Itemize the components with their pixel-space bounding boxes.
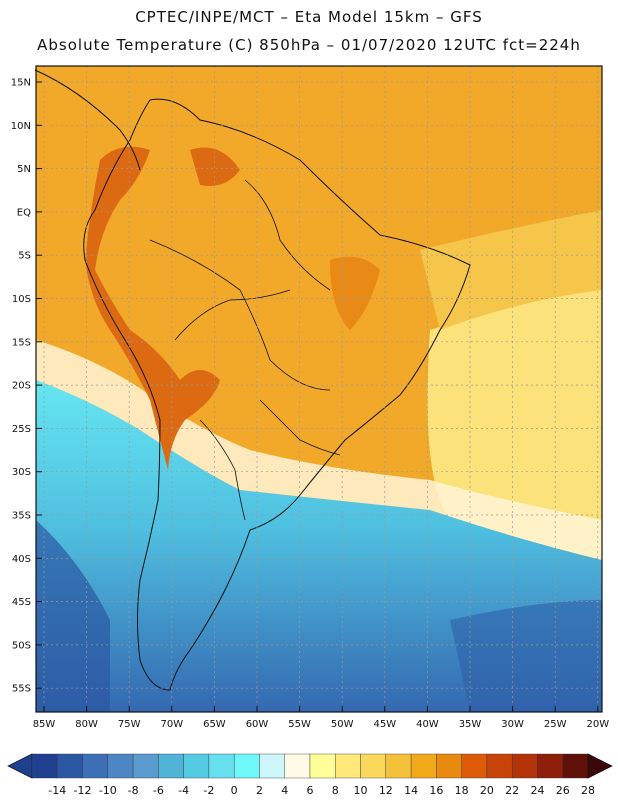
colorbar-swatch bbox=[259, 753, 285, 779]
lat-label: 5N bbox=[17, 164, 31, 175]
field-deep-blue-se bbox=[450, 600, 602, 712]
colorbar-swatch bbox=[208, 753, 235, 779]
colorbar-swatch bbox=[511, 753, 538, 779]
map-subtitle: Absolute Temperature (C) 850hPa – 01/07/… bbox=[37, 36, 581, 54]
lon-label: 25W bbox=[544, 719, 567, 730]
colorbar-swatch bbox=[360, 753, 387, 779]
colorbar-label: -2 bbox=[203, 784, 214, 797]
lat-label: 35S bbox=[12, 511, 31, 522]
colorbar-label: 22 bbox=[505, 784, 519, 797]
colorbar-swatch bbox=[57, 753, 83, 779]
lat-label: 10S bbox=[12, 294, 31, 305]
colorbar-label: 0 bbox=[231, 784, 238, 797]
colorbar-label: 12 bbox=[379, 784, 393, 797]
lat-label: 25S bbox=[12, 424, 31, 435]
lon-label: 75W bbox=[118, 719, 141, 730]
lat-label: 50S bbox=[12, 640, 31, 651]
colorbar-swatch bbox=[436, 753, 462, 779]
colorbar: -14 -12 -10 -8 -6 -4 -2 0 2 4 6 8 10 12 14 16 18 20 22 24 26… bbox=[7, 753, 613, 797]
colorbar-label: 18 bbox=[455, 784, 469, 797]
colorbar-swatch bbox=[309, 753, 336, 779]
field-yellow-east bbox=[427, 280, 602, 560]
lat-label: 5S bbox=[18, 251, 31, 262]
lon-label: 60W bbox=[246, 719, 269, 730]
south-america-outline bbox=[83, 98, 471, 691]
colorbar-swatch bbox=[385, 753, 412, 779]
colorbar-label: -14 bbox=[48, 784, 66, 797]
colorbar-swatch bbox=[233, 753, 260, 779]
colorbar-swatch bbox=[132, 753, 159, 779]
colorbar-swatch bbox=[410, 753, 437, 779]
lat-label: EQ bbox=[17, 207, 31, 218]
latitude-labels: 15N 10N 5N EQ 5S 10S 15S 20S 25S 30S 35S 40S 45S 50S 5… bbox=[11, 78, 42, 695]
colorbar-swatch bbox=[107, 753, 134, 779]
colorbar-label: 28 bbox=[581, 784, 595, 797]
colorbar-label: -8 bbox=[128, 784, 139, 797]
colorbar-label: -6 bbox=[153, 784, 164, 797]
colorbar-label: 16 bbox=[429, 784, 443, 797]
colorbar-label: 6 bbox=[307, 784, 314, 797]
field-hot-venezuela bbox=[190, 147, 240, 186]
lon-label: 85W bbox=[33, 719, 56, 730]
colorbar-right-arrow bbox=[587, 753, 613, 779]
country-border-2 bbox=[174, 289, 291, 341]
lat-label: 10N bbox=[11, 121, 31, 132]
country-border-5 bbox=[199, 419, 246, 521]
lat-label: 15N bbox=[11, 78, 31, 89]
colorbar-swatch bbox=[461, 753, 488, 779]
field-deep-blue-sw bbox=[36, 520, 110, 712]
colorbar-label: -12 bbox=[74, 784, 92, 797]
country-border-4 bbox=[259, 399, 341, 456]
colorbar-label: -4 bbox=[178, 784, 189, 797]
colorbar-label: 24 bbox=[530, 784, 544, 797]
colorbar-swatch bbox=[486, 753, 513, 779]
field-gold-east bbox=[420, 210, 602, 330]
country-border-1 bbox=[149, 239, 331, 391]
colorbar-swatch bbox=[562, 753, 589, 779]
lat-label: 40S bbox=[12, 554, 31, 565]
colorbar-label: 2 bbox=[256, 784, 263, 797]
lat-label: 20S bbox=[12, 381, 31, 392]
field-hot-andes bbox=[85, 146, 220, 470]
colorbar-label: 14 bbox=[404, 784, 418, 797]
colorbar-swatch bbox=[183, 753, 210, 779]
lat-label: 45S bbox=[12, 597, 31, 608]
lon-label: 55W bbox=[288, 719, 311, 730]
lat-label: 55S bbox=[12, 684, 31, 695]
colorbar-label: 26 bbox=[556, 784, 570, 797]
lon-label: 30W bbox=[501, 719, 524, 730]
lon-label: 65W bbox=[203, 719, 226, 730]
colorbar-label: 20 bbox=[480, 784, 494, 797]
colorbar-swatch bbox=[82, 753, 109, 779]
country-border-3 bbox=[244, 179, 331, 291]
colorbar-label: 4 bbox=[281, 784, 288, 797]
lon-label: 45W bbox=[373, 719, 396, 730]
lon-label: 80W bbox=[75, 719, 98, 730]
longitude-labels: 85W 80W 75W 70W 65W 60W 55W 50W 45W 40W 35W 30W 25W 2… bbox=[33, 706, 609, 730]
colorbar-swatch bbox=[158, 753, 184, 779]
temperature-field bbox=[36, 66, 602, 712]
colorbar-swatch bbox=[335, 753, 361, 779]
lat-label: 30S bbox=[12, 467, 31, 478]
lon-label: 70W bbox=[160, 719, 183, 730]
graticule bbox=[36, 66, 602, 712]
lon-label: 20W bbox=[586, 719, 609, 730]
map-frame bbox=[35, 65, 603, 713]
colorbar-label: -10 bbox=[99, 784, 117, 797]
lat-label: 15S bbox=[12, 337, 31, 348]
colorbar-swatch bbox=[284, 753, 311, 779]
colorbar-left-arrow bbox=[7, 753, 33, 779]
colorbar-label: 10 bbox=[354, 784, 368, 797]
lon-label: 40W bbox=[416, 719, 439, 730]
lon-label: 50W bbox=[331, 719, 354, 730]
map-title: CPTEC/INPE/MCT – Eta Model 15km – GFS bbox=[135, 8, 483, 26]
field-pale-band bbox=[36, 340, 602, 560]
lon-label: 35W bbox=[459, 719, 482, 730]
colorbar-label: 8 bbox=[332, 784, 339, 797]
colorbar-swatch bbox=[31, 753, 58, 779]
colorbar-swatch bbox=[537, 753, 563, 779]
